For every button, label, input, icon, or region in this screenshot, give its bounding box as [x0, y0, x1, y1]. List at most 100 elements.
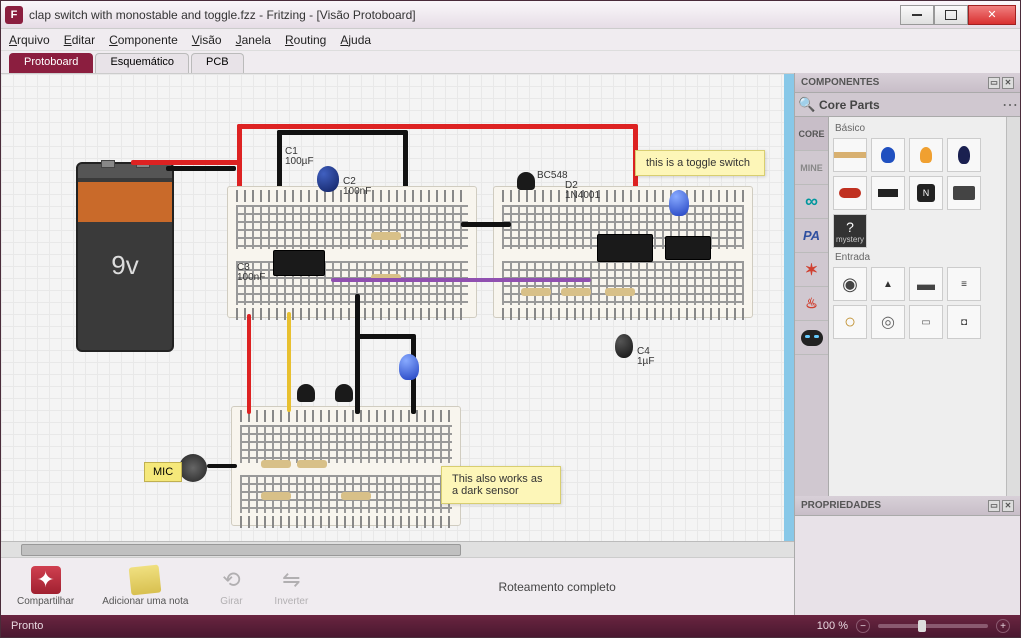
add-note-button[interactable]: Adicionar uma nota: [102, 566, 188, 607]
tab-pcb[interactable]: PCB: [191, 53, 244, 73]
part-resistor[interactable]: [833, 138, 867, 172]
part-potentiometer[interactable]: [833, 267, 867, 301]
resistor[interactable]: [261, 492, 291, 500]
wire[interactable]: [287, 312, 291, 412]
wire[interactable]: [355, 334, 415, 339]
wire[interactable]: [461, 222, 511, 227]
panel-close-icon[interactable]: ✕: [1002, 77, 1014, 89]
part-capacitor[interactable]: [871, 138, 905, 172]
horizontal-scrollbar[interactable]: [1, 541, 794, 557]
part-button[interactable]: [947, 305, 981, 339]
part-encoder[interactable]: [947, 267, 981, 301]
part-led[interactable]: [909, 138, 943, 172]
tab-protoboard[interactable]: Protoboard: [9, 53, 93, 73]
parttab-fire[interactable]: ♨: [795, 287, 828, 321]
wire[interactable]: [403, 130, 408, 194]
resistor[interactable]: [521, 288, 551, 296]
capacitor-c1[interactable]: [317, 166, 339, 192]
search-icon[interactable]: 🔍: [795, 96, 819, 113]
componentes-title: COMPONENTES: [801, 77, 879, 88]
parttab-ninja[interactable]: [795, 321, 828, 355]
wire[interactable]: [237, 124, 242, 194]
fire-icon: ♨: [805, 295, 818, 312]
battery-9v[interactable]: 9v: [76, 162, 174, 352]
zoom-out-button[interactable]: −: [856, 619, 870, 633]
menu-janela[interactable]: Janela: [236, 33, 271, 47]
mic-label: MIC: [144, 462, 182, 482]
led-2[interactable]: [399, 354, 419, 380]
part-slider[interactable]: [909, 267, 943, 301]
wire[interactable]: [207, 464, 237, 468]
parttab-pa[interactable]: PA: [795, 219, 828, 253]
label-c3v: 100nF: [237, 272, 265, 283]
microphone[interactable]: [179, 454, 207, 482]
resistor[interactable]: [605, 288, 635, 296]
zoom-controls: 100 % − +: [817, 619, 1010, 633]
note-dark[interactable]: This also works as a dark sensor: [441, 466, 561, 504]
part-ic[interactable]: [947, 176, 981, 210]
part-inductor[interactable]: [833, 176, 867, 210]
part-transistor[interactable]: [909, 176, 943, 210]
parttab-core[interactable]: CORE: [795, 117, 828, 151]
wire[interactable]: [131, 160, 241, 165]
panel-undock-icon[interactable]: ▭: [988, 500, 1000, 512]
part-diode[interactable]: [871, 176, 905, 210]
transistor-bc548[interactable]: [517, 172, 535, 190]
parttab-mine[interactable]: MINE: [795, 151, 828, 185]
share-label: Compartilhar: [17, 596, 74, 607]
part-electrolytic[interactable]: [947, 138, 981, 172]
share-button[interactable]: ✦ Compartilhar: [17, 566, 74, 607]
dropdown-icon[interactable]: ⋯: [1002, 95, 1020, 115]
wire[interactable]: [355, 294, 360, 414]
part-mystery[interactable]: mystery: [833, 214, 867, 248]
rotate-button: ⟲ Girar: [216, 566, 246, 607]
wire[interactable]: [247, 314, 251, 414]
led-1[interactable]: [669, 190, 689, 216]
maximize-button[interactable]: [934, 5, 968, 25]
wire[interactable]: [331, 278, 591, 282]
menu-ajuda[interactable]: Ajuda: [340, 33, 371, 47]
titlebar: F clap switch with monostable and toggle…: [1, 1, 1020, 29]
part-rotary[interactable]: [871, 305, 905, 339]
resistor[interactable]: [261, 460, 291, 468]
tab-esquematico[interactable]: Esquemático: [95, 53, 189, 73]
resistor[interactable]: [341, 492, 371, 500]
menu-arquivo[interactable]: Arquivo: [9, 33, 50, 47]
part-knob[interactable]: [833, 305, 867, 339]
wire[interactable]: [277, 130, 282, 194]
close-button[interactable]: [968, 5, 1016, 25]
minimize-button[interactable]: [900, 5, 934, 25]
zoom-in-button[interactable]: +: [996, 619, 1010, 633]
parttab-ant[interactable]: ✶: [795, 253, 828, 287]
canvas-wrap: 9v: [1, 73, 794, 615]
panel-close-icon[interactable]: ✕: [1002, 500, 1014, 512]
wire[interactable]: [277, 130, 407, 135]
statusbar: Pronto 100 % − +: [1, 615, 1020, 637]
menu-componente[interactable]: Componente: [109, 33, 178, 47]
resistor[interactable]: [561, 288, 591, 296]
part-switch[interactable]: [909, 305, 943, 339]
resistor[interactable]: [297, 460, 327, 468]
panel-undock-icon[interactable]: ▭: [988, 77, 1000, 89]
menu-editar[interactable]: Editar: [64, 33, 95, 47]
parttab-arduino[interactable]: ∞: [795, 185, 828, 219]
capacitor-c4[interactable]: [615, 334, 633, 358]
workarea: 9v: [1, 73, 1020, 615]
label-d2v: 1N4001: [565, 190, 600, 201]
transistor[interactable]: [335, 384, 353, 402]
parts-scrollbar[interactable]: [1006, 117, 1020, 496]
breadboard-1[interactable]: [227, 186, 477, 318]
transistor[interactable]: [297, 384, 315, 402]
zoom-slider[interactable]: [878, 624, 988, 628]
menu-visao[interactable]: Visão: [192, 33, 222, 47]
resistor[interactable]: [371, 232, 401, 240]
ic-chip-2[interactable]: [597, 234, 653, 262]
breadboard-canvas[interactable]: 9v: [1, 73, 794, 541]
menu-routing[interactable]: Routing: [285, 33, 326, 47]
ic-chip-1[interactable]: [273, 250, 325, 276]
note-toggle[interactable]: this is a toggle switch: [635, 150, 765, 176]
ic-chip-3[interactable]: [665, 236, 711, 260]
wire[interactable]: [237, 124, 637, 129]
part-joystick[interactable]: [871, 267, 905, 301]
wire[interactable]: [166, 166, 236, 171]
